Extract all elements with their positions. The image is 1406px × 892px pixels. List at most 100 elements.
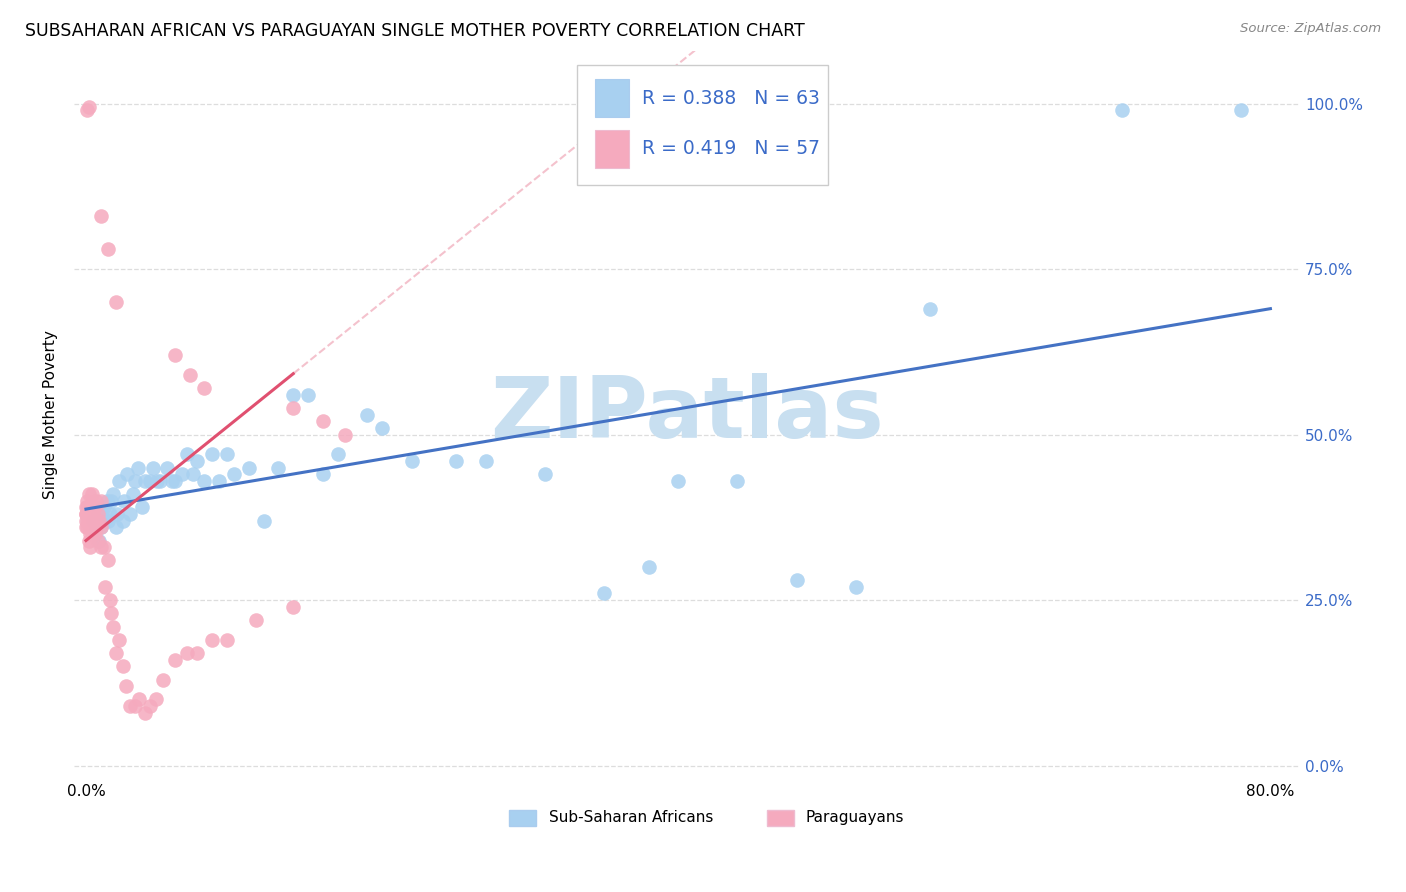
Point — [1230, 103, 1253, 118]
FancyBboxPatch shape — [576, 65, 828, 186]
Point — [79, 520, 101, 534]
Point — [84, 520, 107, 534]
Point — [312, 414, 335, 428]
Point — [163, 348, 186, 362]
Point — [131, 500, 153, 515]
Point — [84, 520, 107, 534]
Point — [79, 507, 101, 521]
Point — [77, 500, 100, 515]
Point — [104, 295, 127, 310]
Point — [98, 507, 121, 521]
Point — [101, 619, 124, 633]
Point — [79, 540, 101, 554]
Point — [104, 520, 127, 534]
Point — [474, 454, 496, 468]
Point — [845, 580, 868, 594]
Bar — [766, 810, 794, 826]
Point — [245, 613, 267, 627]
Point — [146, 474, 169, 488]
Point — [666, 474, 689, 488]
Point — [637, 560, 659, 574]
Point — [297, 388, 319, 402]
Point — [107, 632, 129, 647]
Point — [115, 679, 138, 693]
Point — [76, 520, 98, 534]
Point — [918, 301, 941, 316]
Point — [201, 448, 224, 462]
Point — [87, 533, 110, 548]
Point — [208, 474, 231, 488]
Point — [128, 692, 150, 706]
Point — [156, 460, 179, 475]
Point — [94, 580, 117, 594]
Point — [100, 607, 122, 621]
Point — [215, 632, 238, 647]
Point — [97, 553, 120, 567]
Point — [179, 368, 201, 382]
Bar — [595, 79, 630, 117]
Point — [76, 103, 98, 118]
Point — [111, 659, 134, 673]
Point — [90, 209, 112, 223]
Point — [120, 699, 142, 714]
Point — [75, 507, 97, 521]
Point — [127, 460, 149, 475]
Point — [80, 520, 103, 534]
Point — [80, 487, 103, 501]
Point — [333, 427, 356, 442]
Point — [534, 467, 557, 482]
Point — [100, 493, 122, 508]
Text: Source: ZipAtlas.com: Source: ZipAtlas.com — [1240, 22, 1381, 36]
Text: R = 0.388   N = 63: R = 0.388 N = 63 — [641, 88, 820, 108]
Point — [114, 493, 136, 508]
Point — [124, 474, 146, 488]
Point — [90, 520, 112, 534]
Point — [120, 507, 142, 521]
Point — [201, 632, 224, 647]
Point — [725, 474, 748, 488]
Point — [163, 653, 186, 667]
Point — [76, 514, 98, 528]
Point — [83, 527, 105, 541]
Point — [215, 448, 238, 462]
Point — [181, 467, 204, 482]
Point — [152, 673, 174, 687]
Point — [138, 699, 160, 714]
Point — [80, 507, 103, 521]
Point — [267, 460, 290, 475]
Point — [76, 493, 98, 508]
Point — [77, 100, 100, 114]
Point — [87, 507, 110, 521]
Point — [83, 500, 105, 515]
Point — [97, 514, 120, 528]
Point — [160, 474, 183, 488]
Point — [371, 421, 394, 435]
Text: Paraguayans: Paraguayans — [806, 810, 904, 825]
Text: Sub-Saharan Africans: Sub-Saharan Africans — [548, 810, 713, 825]
Text: ZIPatlas: ZIPatlas — [491, 373, 884, 456]
Point — [138, 474, 160, 488]
Point — [97, 242, 120, 256]
Point — [93, 540, 115, 554]
Point — [82, 507, 104, 521]
Point — [98, 593, 121, 607]
Point — [77, 487, 100, 501]
Point — [134, 706, 156, 720]
Point — [104, 646, 127, 660]
Point — [77, 533, 100, 548]
Point — [90, 493, 112, 508]
Point — [176, 646, 198, 660]
Point — [117, 467, 139, 482]
Point — [124, 699, 146, 714]
Bar — [595, 130, 630, 168]
Bar — [509, 810, 536, 826]
Point — [91, 507, 114, 521]
Point — [77, 514, 100, 528]
Point — [401, 454, 423, 468]
Point — [89, 533, 111, 548]
Point — [145, 692, 167, 706]
Point — [283, 388, 305, 402]
Y-axis label: Single Mother Poverty: Single Mother Poverty — [44, 330, 58, 500]
Point — [1111, 103, 1133, 118]
Point — [122, 487, 145, 501]
